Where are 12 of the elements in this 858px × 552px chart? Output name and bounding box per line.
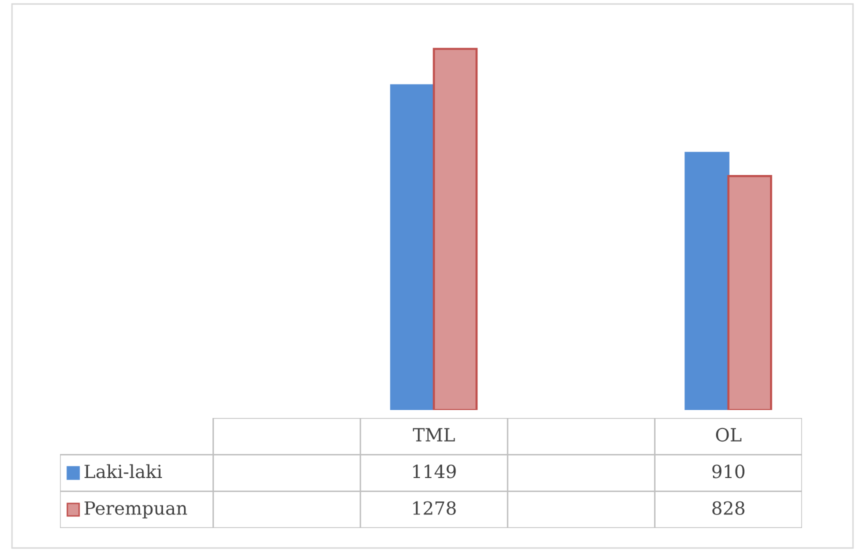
data-label: 828 bbox=[712, 501, 744, 515]
bar bbox=[727, 174, 772, 410]
x-tick-label: TML bbox=[412, 428, 455, 442]
data-label: 1278 bbox=[413, 501, 456, 515]
bar bbox=[432, 48, 478, 410]
data-label: 910 bbox=[712, 464, 744, 478]
bar bbox=[390, 84, 435, 410]
bar bbox=[684, 152, 730, 410]
legend-label: Perempuan bbox=[84, 501, 188, 518]
x-tick-label: OL bbox=[716, 428, 742, 442]
data-label: 1149 bbox=[413, 464, 456, 478]
legend-label: Laki-laki bbox=[84, 464, 162, 478]
